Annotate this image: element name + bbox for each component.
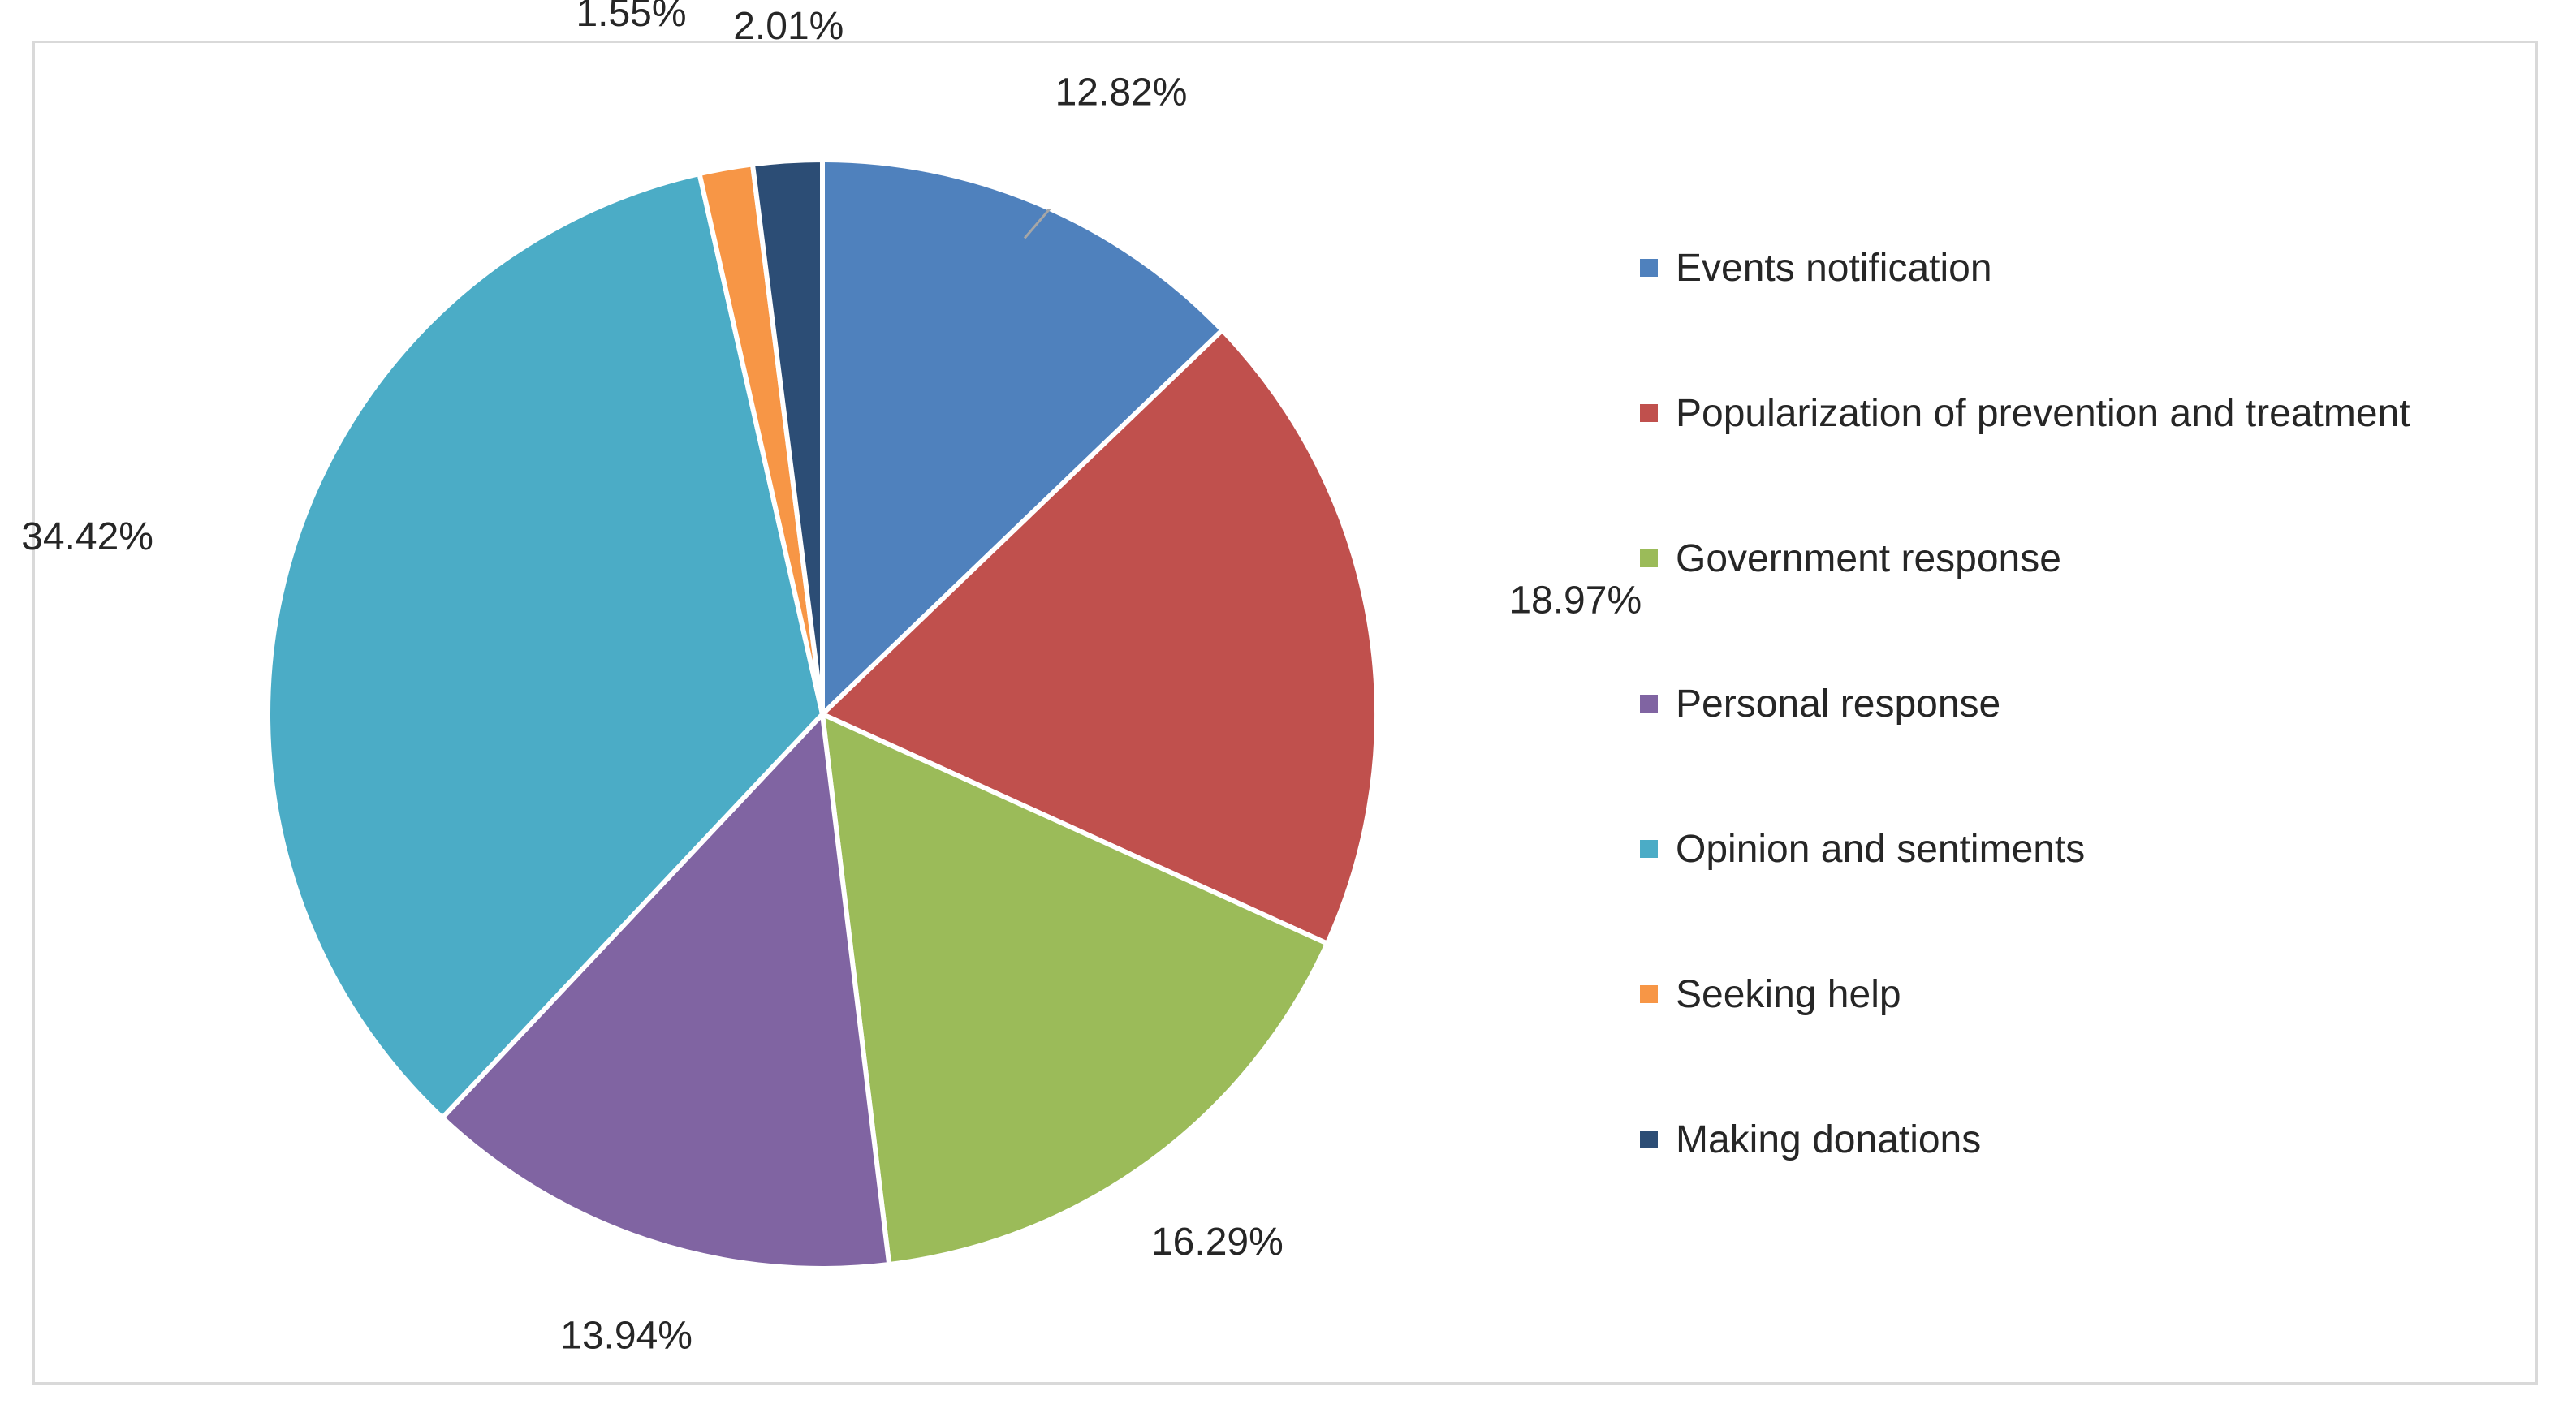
- data-label-making-donations: 2.01%: [733, 5, 844, 48]
- data-label-opinion-and-sentiments: 34.42%: [21, 515, 153, 558]
- data-label-seeking-help: 1.55%: [576, 0, 686, 35]
- legend-swatch-personal-response: [1640, 695, 1658, 713]
- data-label-events-notification: 12.82%: [1055, 71, 1188, 114]
- legend-item-government-response: Government response: [1640, 534, 2061, 583]
- pie-slice-events-notification: [820, 157, 1225, 717]
- leader-line-events-notification: [1023, 209, 1052, 239]
- legend-item-events-notification: Events notification: [1640, 243, 1992, 292]
- legend-item-making-donations: Making donations: [1640, 1115, 1981, 1164]
- pie-slice-popularization-of-prevention-and-treatment: [820, 327, 1379, 946]
- leader-lines: [1023, 209, 1052, 239]
- legend-swatch-government-response: [1640, 549, 1658, 567]
- data-label-government-response: 16.29%: [1151, 1221, 1284, 1264]
- legend-item-seeking-help: Seeking help: [1640, 970, 1901, 1019]
- legend-label-personal-response: Personal response: [1676, 682, 2001, 726]
- data-label-personal-response: 13.94%: [560, 1315, 693, 1358]
- legend-item-opinion-and-sentiments: Opinion and sentiments: [1640, 825, 2085, 873]
- legend-label-seeking-help: Seeking help: [1676, 972, 1901, 1016]
- legend-swatch-making-donations: [1640, 1131, 1658, 1148]
- pie-slices: [265, 157, 1379, 1271]
- data-label-popularization-of-prevention-and-treatment: 18.97%: [1509, 579, 1642, 622]
- pie-slice-government-response: [820, 712, 1330, 1268]
- legend-label-government-response: Government response: [1676, 536, 2061, 580]
- legend-swatch-seeking-help: [1640, 985, 1658, 1003]
- legend-label-events-notification: Events notification: [1676, 246, 1992, 290]
- pie-slice-personal-response: [439, 712, 892, 1271]
- legend-swatch-popularization-of-prevention-and-treatment: [1640, 404, 1658, 422]
- data-labels: 12.82% 18.97% 16.29% 13.94% 34.42% 1.55% 2.01%: [21, 0, 1642, 1358]
- legend-item-personal-response: Personal response: [1640, 679, 2000, 728]
- legend-swatch-events-notification: [1640, 259, 1658, 277]
- legend-label-making-donations: Making donations: [1676, 1118, 1982, 1161]
- legend-label-popularization-of-prevention-and-treatment: Popularization of prevention and treatme…: [1676, 391, 2410, 435]
- legend-swatch-opinion-and-sentiments: [1640, 840, 1658, 858]
- pie-slice-making-donations: [749, 157, 825, 717]
- pie-slice-opinion-and-sentiments: [265, 171, 825, 1121]
- legend-item-popularization-of-prevention-and-treatment: Popularization of prevention and treatme…: [1640, 389, 2410, 437]
- legend-label-opinion-and-sentiments: Opinion and sentiments: [1676, 827, 2086, 871]
